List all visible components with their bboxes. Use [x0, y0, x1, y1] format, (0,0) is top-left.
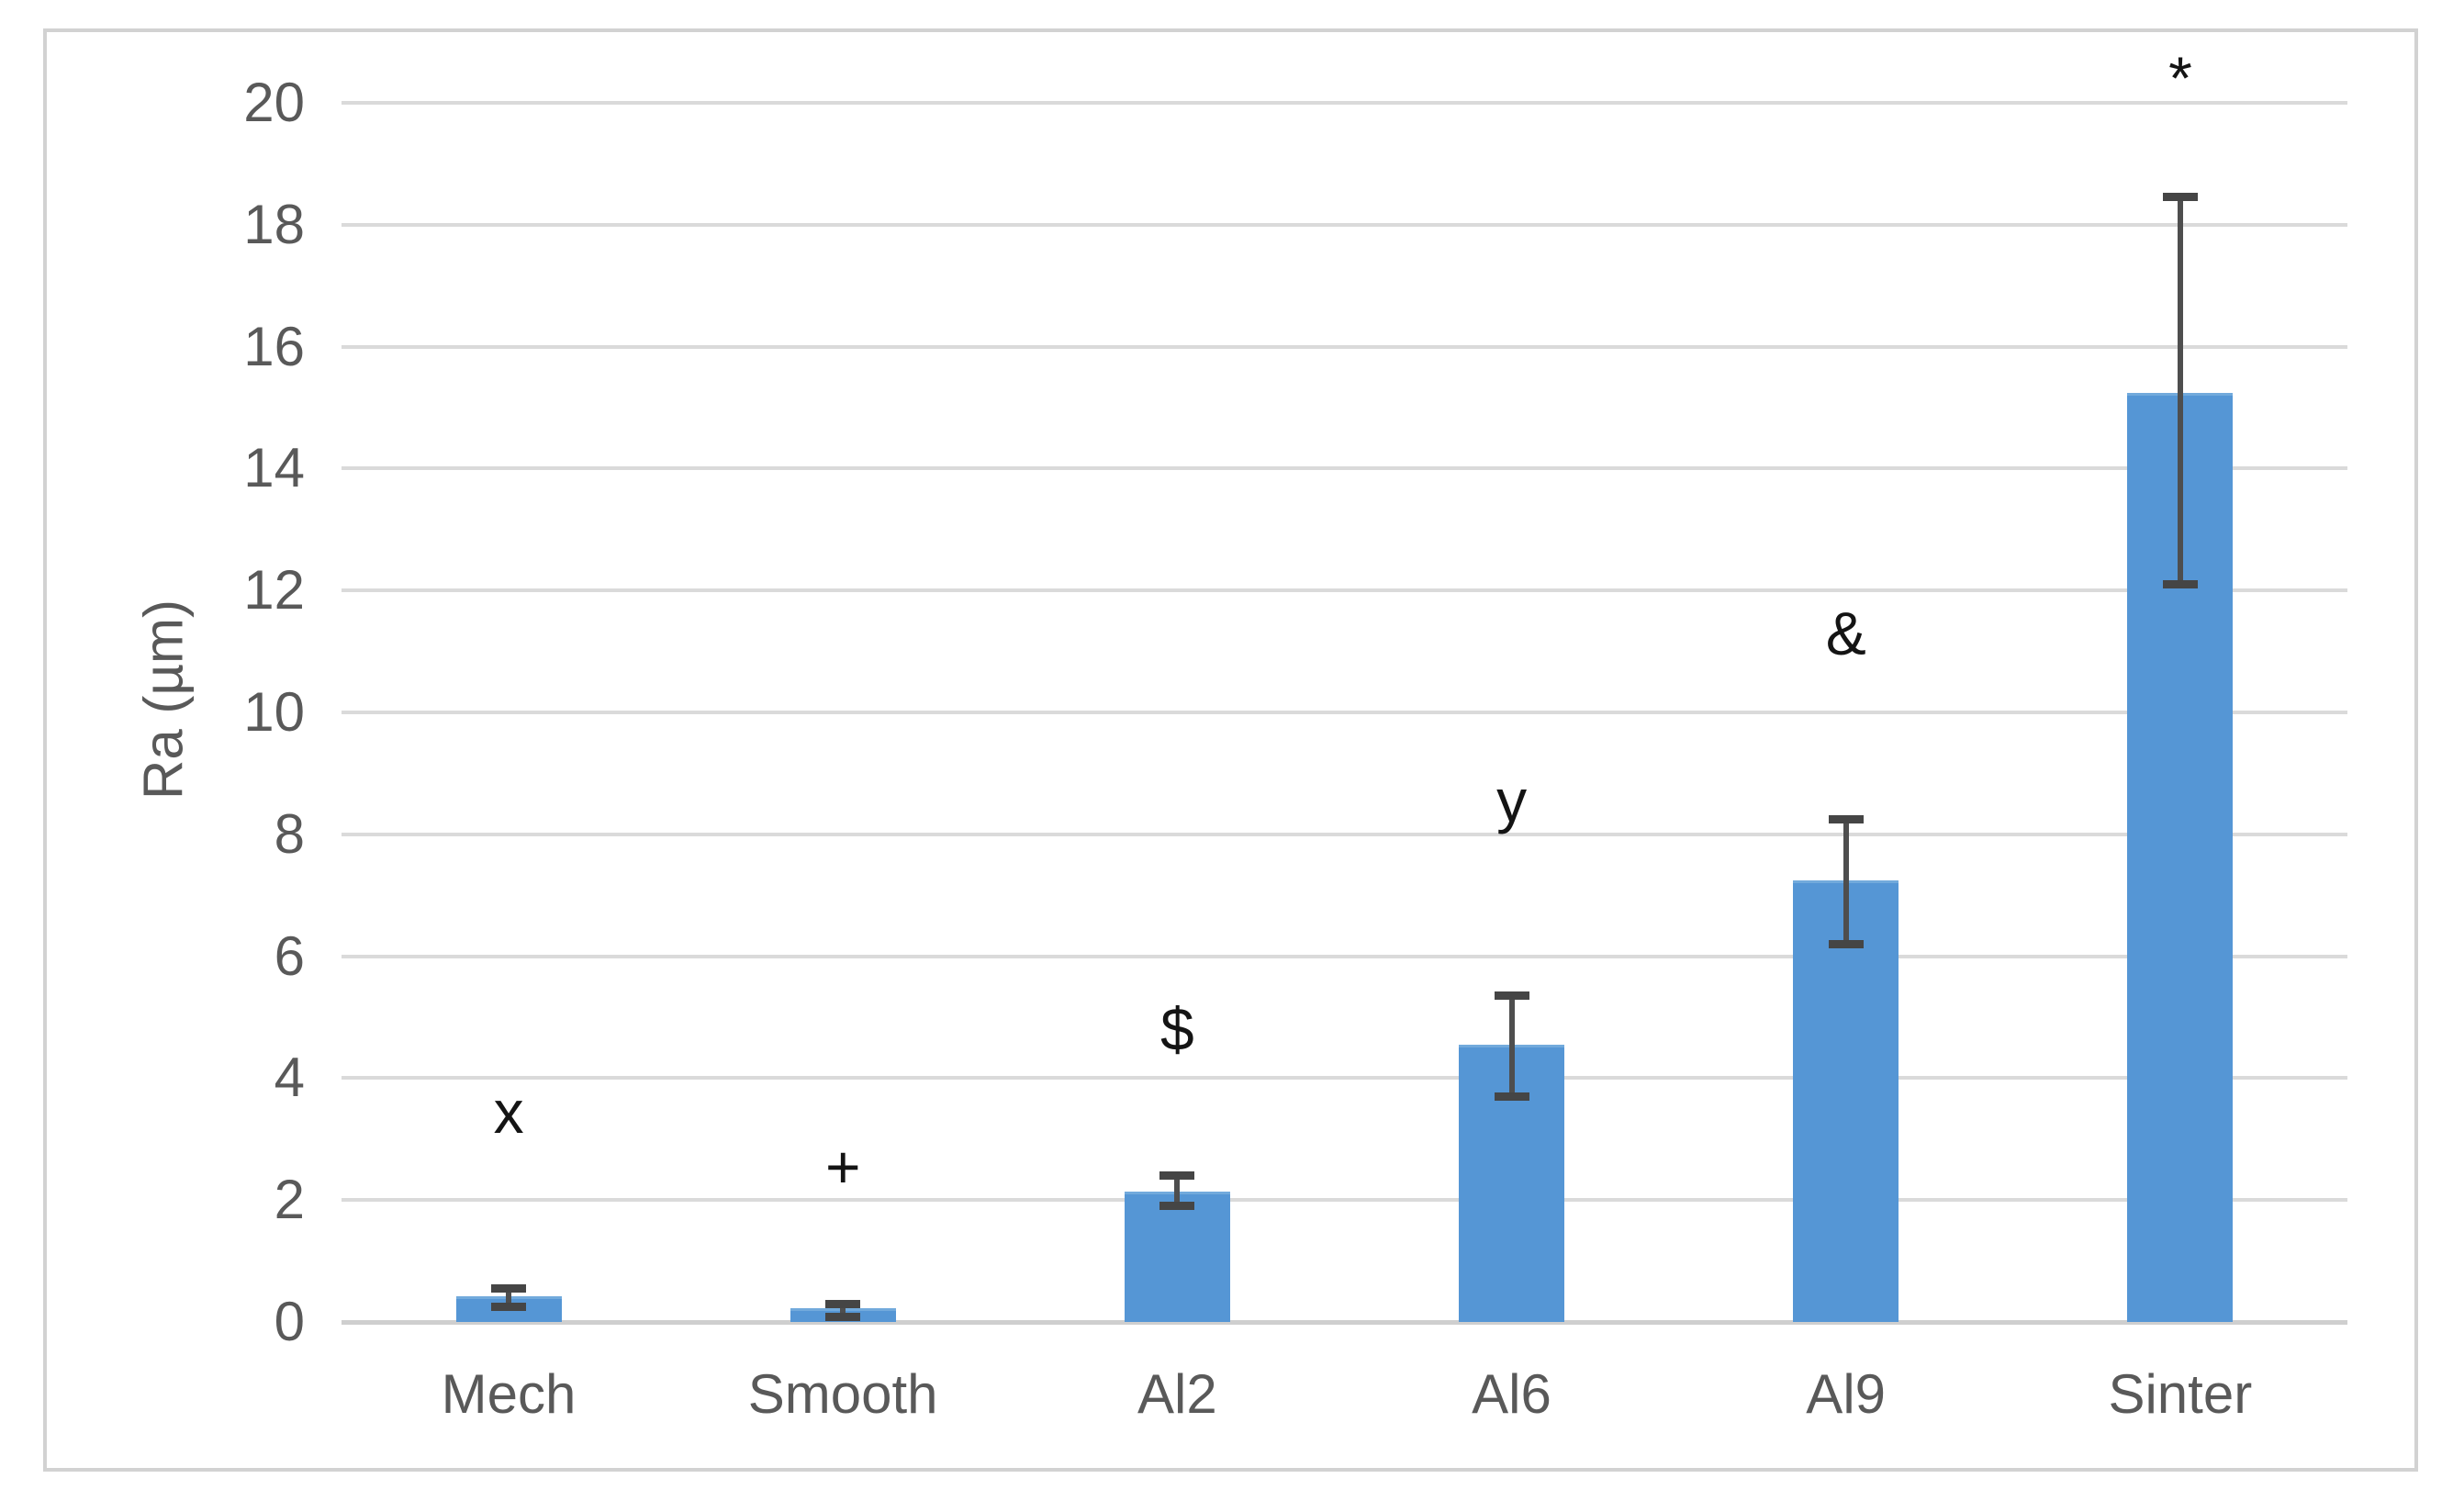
- x-tick-label-smooth: Smooth: [747, 1363, 938, 1425]
- annotation-al6: y: [1496, 767, 1528, 835]
- y-tick-label-18: 18: [243, 193, 305, 255]
- y-tick-label-8: 8: [274, 802, 305, 865]
- errorbar-smooth-cap-bottom: [825, 1313, 861, 1322]
- gridline-y8: [342, 832, 2347, 836]
- bar-al9: [1793, 879, 1899, 1322]
- gridline-y18: [342, 222, 2347, 227]
- gridline-y20: [342, 101, 2347, 105]
- errorbar-smooth-cap-top: [825, 1299, 861, 1308]
- y-tick-label-2: 2: [274, 1169, 305, 1231]
- x-tick-label-al2: Al2: [1137, 1363, 1217, 1425]
- errorbar-al2-cap-bottom: [1159, 1202, 1195, 1211]
- gridline-y2: [342, 1198, 2347, 1203]
- errorbar-mech-cap-bottom: [491, 1302, 527, 1311]
- annotation-smooth: +: [824, 1132, 861, 1201]
- errorbar-al2-cap-top: [1159, 1171, 1195, 1181]
- y-tick-label-0: 0: [274, 1291, 305, 1352]
- errorbar-al9-line: [1843, 819, 1849, 945]
- annotation-al9: &: [1825, 599, 1866, 667]
- gridline-y16: [342, 344, 2347, 349]
- y-tick-label-14: 14: [243, 437, 305, 499]
- x-tick-label-al6: Al6: [1472, 1363, 1551, 1425]
- annotation-sinter: *: [2168, 44, 2192, 113]
- errorbar-al6-cap-top: [1494, 991, 1529, 1001]
- errorbar-smooth-line: [840, 1304, 846, 1317]
- errorbar-mech-cap-top: [491, 1283, 527, 1293]
- errorbar-al2-line: [1174, 1175, 1181, 1206]
- gridline-y14: [342, 466, 2347, 471]
- y-tick-label-10: 10: [243, 681, 305, 743]
- gridline-y10: [342, 711, 2347, 714]
- x-tick-label-sinter: Sinter: [2108, 1363, 2253, 1425]
- bar-al2: [1124, 1191, 1230, 1322]
- errorbar-sinter-cap-top: [2162, 193, 2198, 202]
- gridline-y6: [342, 954, 2347, 958]
- annotation-al2: $: [1160, 995, 1194, 1064]
- y-tick-label-12: 12: [243, 559, 305, 622]
- errorbar-al6-line: [1508, 995, 1515, 1097]
- gridline-y0: [342, 1320, 2347, 1325]
- errorbar-al6-cap-bottom: [1494, 1092, 1529, 1101]
- errorbar-al9-cap-bottom: [1828, 939, 1864, 948]
- x-tick-label-al9: Al9: [1806, 1363, 1887, 1425]
- gridline-y4: [342, 1076, 2347, 1081]
- errorbar-mech-line: [506, 1288, 512, 1307]
- y-tick-label-6: 6: [274, 924, 305, 987]
- x-tick-label-mech: Mech: [441, 1363, 577, 1425]
- chart-frame: [43, 28, 2418, 1472]
- y-tick-label-16: 16: [243, 315, 305, 377]
- y-tick-label-4: 4: [274, 1047, 305, 1109]
- errorbar-sinter-cap-bottom: [2162, 580, 2198, 589]
- gridline-y12: [342, 588, 2347, 593]
- y-tick-label-20: 20: [243, 72, 305, 133]
- errorbar-al9-cap-top: [1828, 814, 1864, 823]
- annotation-mech: x: [493, 1077, 524, 1146]
- errorbar-sinter-line: [2177, 196, 2183, 585]
